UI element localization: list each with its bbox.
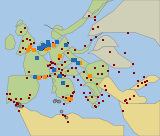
Polygon shape — [23, 50, 52, 79]
Polygon shape — [129, 75, 160, 89]
Polygon shape — [88, 95, 98, 104]
Polygon shape — [98, 77, 147, 107]
Polygon shape — [83, 0, 114, 18]
Polygon shape — [16, 30, 35, 55]
Polygon shape — [53, 79, 56, 84]
Polygon shape — [49, 75, 75, 104]
Polygon shape — [93, 36, 119, 50]
Polygon shape — [52, 86, 57, 93]
Polygon shape — [6, 75, 39, 104]
Polygon shape — [16, 104, 124, 136]
Polygon shape — [83, 82, 101, 97]
Polygon shape — [16, 20, 23, 27]
Polygon shape — [44, 0, 108, 36]
Polygon shape — [52, 25, 63, 39]
Polygon shape — [46, 59, 75, 70]
Polygon shape — [83, 11, 93, 18]
Polygon shape — [88, 0, 160, 47]
Polygon shape — [62, 50, 90, 68]
Polygon shape — [39, 41, 49, 55]
Polygon shape — [62, 95, 72, 100]
Polygon shape — [5, 34, 16, 50]
Polygon shape — [64, 68, 106, 97]
Polygon shape — [119, 100, 160, 136]
Polygon shape — [46, 36, 70, 64]
Polygon shape — [88, 47, 134, 68]
Polygon shape — [85, 61, 108, 79]
Polygon shape — [67, 32, 103, 54]
Polygon shape — [16, 23, 28, 36]
Polygon shape — [92, 104, 99, 108]
Polygon shape — [49, 68, 72, 79]
